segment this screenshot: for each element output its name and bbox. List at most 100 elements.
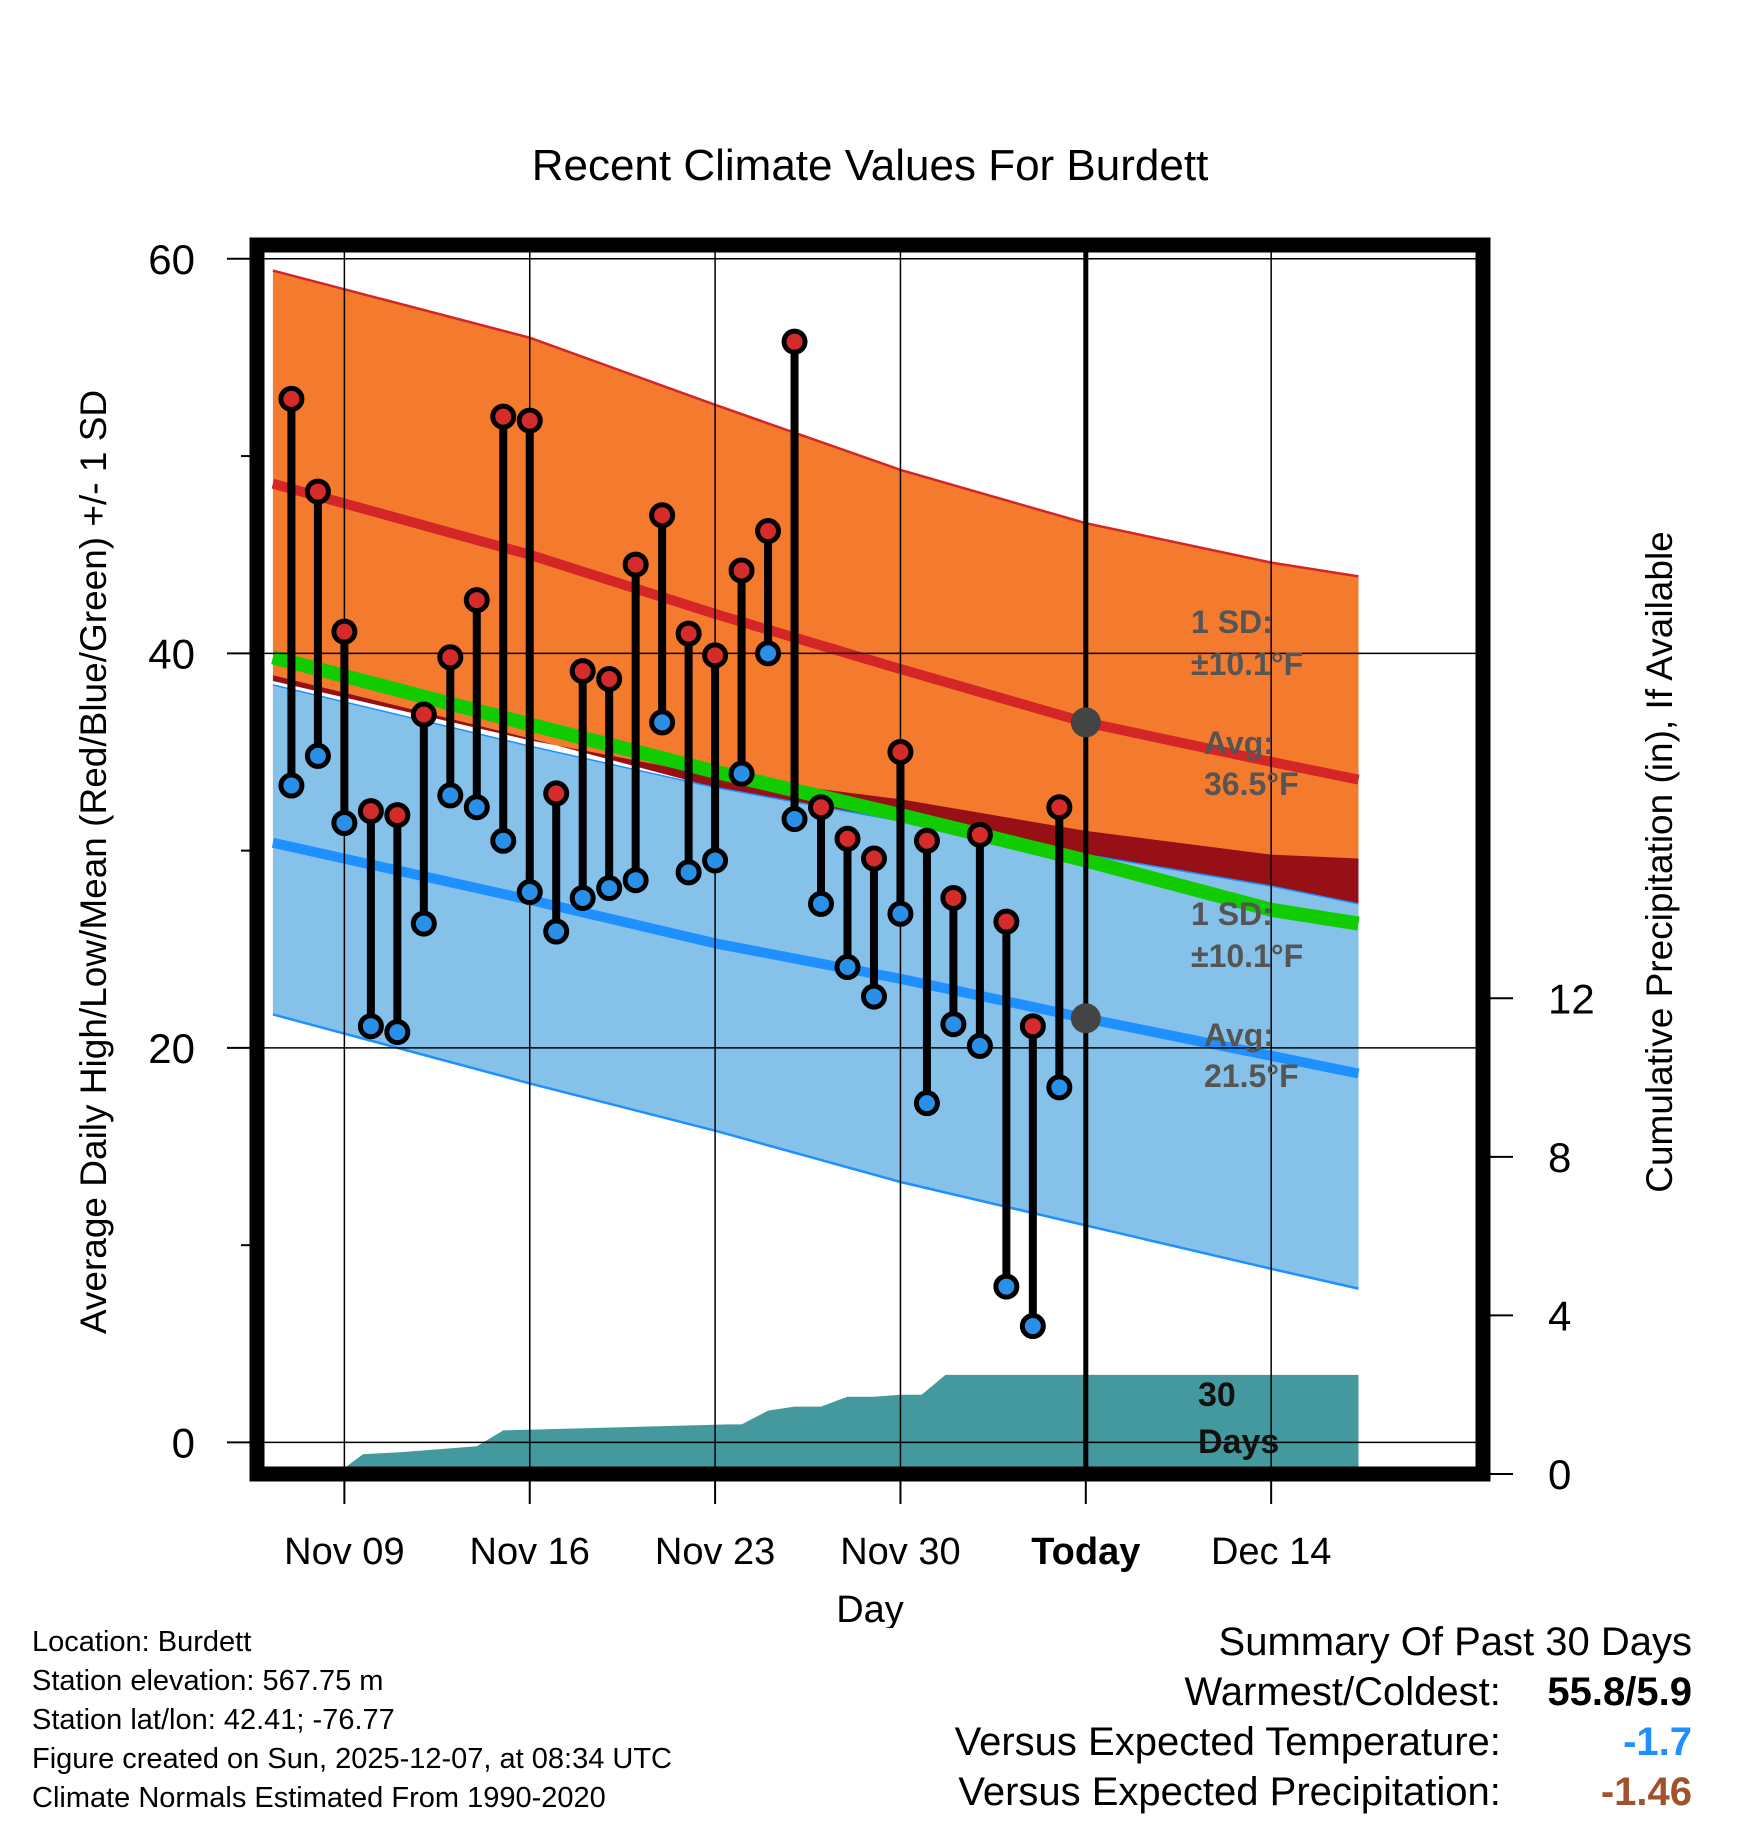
high-avg-value: 36.5°F (1204, 766, 1299, 802)
obs-high-point-17 (728, 557, 755, 584)
x-tick-label-5: Dec 14 (1211, 1531, 1331, 1573)
low-avg-value: 21.5°F (1204, 1058, 1299, 1094)
y2-axis-label: Cumulative Precipitation (in), If Availa… (1639, 531, 1680, 1193)
x-tick-label-1: Nov 16 (470, 1531, 590, 1573)
obs-low-point-20 (808, 890, 835, 917)
obs-low-point-2 (331, 810, 358, 837)
normals-text: Climate Normals Estimated From 1990-2020 (32, 1782, 606, 1814)
obs-low-point-22 (860, 983, 887, 1010)
y2-tick-label-8: 8 (1548, 1134, 1571, 1181)
obs-high-point-8 (490, 403, 517, 430)
obs-high-point-1 (304, 478, 331, 505)
low-avg-title: Avg: (1204, 1017, 1274, 1053)
temp-anomaly-label: Versus Expected Temperature: (954, 1720, 1501, 1764)
annotations: 1 SD: ±10.1°F Avg: 36.5°F 1 SD: ±10.1°F … (1191, 604, 1303, 1461)
station-info: Location: Burdett Station elevation: 567… (32, 1623, 672, 1818)
obs-high-point-23 (887, 738, 914, 765)
obs-high-point-5 (410, 701, 437, 728)
chart-title: Recent Climate Values For Burdett (532, 141, 1209, 190)
obs-high-point-13 (622, 551, 649, 578)
observations (278, 328, 1073, 1340)
y-tick-label-60: 60 (148, 236, 195, 283)
y2-tick-label-12: 12 (1548, 975, 1595, 1022)
obs-low-point-12 (596, 875, 623, 902)
low-avg-today-marker (1070, 1003, 1101, 1034)
obs-high-point-6 (437, 644, 464, 671)
precipitation-area (272, 1374, 1359, 1474)
obs-low-point-26 (966, 1032, 993, 1059)
x-tick-label-0: Nov 09 (284, 1531, 404, 1573)
obs-high-point-22 (860, 845, 887, 872)
warmest-coldest-row: Warmest/Coldest: 55.8/5.9 (955, 1667, 1693, 1717)
obs-low-point-28 (1019, 1313, 1046, 1340)
obs-high-point-0 (278, 385, 305, 412)
summary-panel: Summary Of Past 30 Days Warmest/Coldest:… (955, 1617, 1692, 1817)
temp-anomaly-value: -1.7 (1623, 1720, 1692, 1764)
high-avg-today-marker (1070, 707, 1101, 738)
obs-low-point-16 (702, 847, 729, 874)
low-sd-value: ±10.1°F (1191, 938, 1303, 974)
temp-anomaly-row: Versus Expected Temperature: -1.7 (955, 1717, 1692, 1767)
high-sd-value: ±10.1°F (1191, 646, 1303, 682)
obs-high-point-7 (463, 587, 490, 614)
x-tick-label-3: Nov 30 (840, 1531, 960, 1573)
obs-high-point-15 (675, 620, 702, 647)
obs-low-point-3 (357, 1013, 384, 1040)
y2-tick-label-4: 4 (1548, 1292, 1571, 1339)
obs-low-point-25 (940, 1011, 967, 1038)
created-text: Figure created on Sun, 2025-12-07, at 08… (32, 1743, 672, 1775)
obs-low-point-0 (278, 772, 305, 799)
obs-high-point-12 (596, 665, 623, 692)
obs-high-point-11 (569, 658, 596, 685)
axes: 0 20 40 60 0 4 8 12 Nov 09 Nov 16 Nov 23 Nov 30 Toda… (148, 236, 1594, 1573)
obs-low-point-8 (490, 827, 517, 854)
obs-high-point-25 (940, 884, 967, 911)
obs-low-point-29 (1046, 1074, 1073, 1101)
warmest-coldest-value: 55.8/5.9 (1547, 1670, 1692, 1714)
precip-cumulative-area (272, 1374, 1359, 1474)
y2-tick-label-0: 0 (1548, 1451, 1571, 1498)
latlon-text: Station lat/lon: 42.41; -76.77 (32, 1704, 395, 1736)
elevation-text: Station elevation: 567.75 m (32, 1665, 384, 1697)
obs-high-point-21 (834, 825, 861, 852)
high-sd-title: 1 SD: (1191, 604, 1273, 640)
window-unit: Days (1198, 1423, 1279, 1461)
precip-anomaly-row: Versus Expected Precipitation: -1.46 (955, 1767, 1692, 1817)
obs-high-point-24 (913, 827, 940, 854)
climate-chart: 1 SD: ±10.1°F Avg: 36.5°F 1 SD: ±10.1°F … (73, 141, 1680, 1628)
obs-high-point-19 (781, 328, 808, 355)
window-number: 30 (1198, 1376, 1236, 1414)
y-tick-label-20: 20 (148, 1025, 195, 1072)
obs-high-point-4 (384, 802, 411, 829)
obs-high-point-14 (649, 502, 676, 529)
obs-low-point-5 (410, 910, 437, 937)
obs-high-point-18 (755, 518, 782, 545)
plot-frame (249, 237, 1491, 1482)
obs-high-point-27 (993, 908, 1020, 935)
obs-high-point-16 (702, 642, 729, 669)
obs-low-point-18 (755, 640, 782, 667)
x-axis-label: Day (836, 1589, 904, 1628)
obs-low-point-13 (622, 867, 649, 894)
obs-low-point-17 (728, 760, 755, 787)
obs-low-point-9 (516, 879, 543, 906)
obs-low-point-21 (834, 954, 861, 981)
obs-high-point-9 (516, 407, 543, 434)
obs-low-point-10 (543, 918, 570, 945)
warmest-coldest-label: Warmest/Coldest: (1184, 1670, 1501, 1714)
obs-low-point-6 (437, 782, 464, 809)
obs-low-point-27 (993, 1273, 1020, 1300)
obs-high-point-20 (808, 794, 835, 821)
obs-low-point-15 (675, 859, 702, 886)
obs-low-point-19 (781, 806, 808, 833)
obs-low-point-1 (304, 742, 331, 769)
obs-high-point-26 (966, 821, 993, 848)
obs-high-point-28 (1019, 1013, 1046, 1040)
y-tick-label-40: 40 (148, 630, 195, 677)
x-tick-label-2: Nov 23 (655, 1531, 775, 1573)
obs-high-point-3 (357, 798, 384, 825)
obs-low-point-14 (649, 709, 676, 736)
obs-low-point-4 (384, 1019, 411, 1046)
obs-low-point-24 (913, 1090, 940, 1117)
obs-low-point-7 (463, 794, 490, 821)
